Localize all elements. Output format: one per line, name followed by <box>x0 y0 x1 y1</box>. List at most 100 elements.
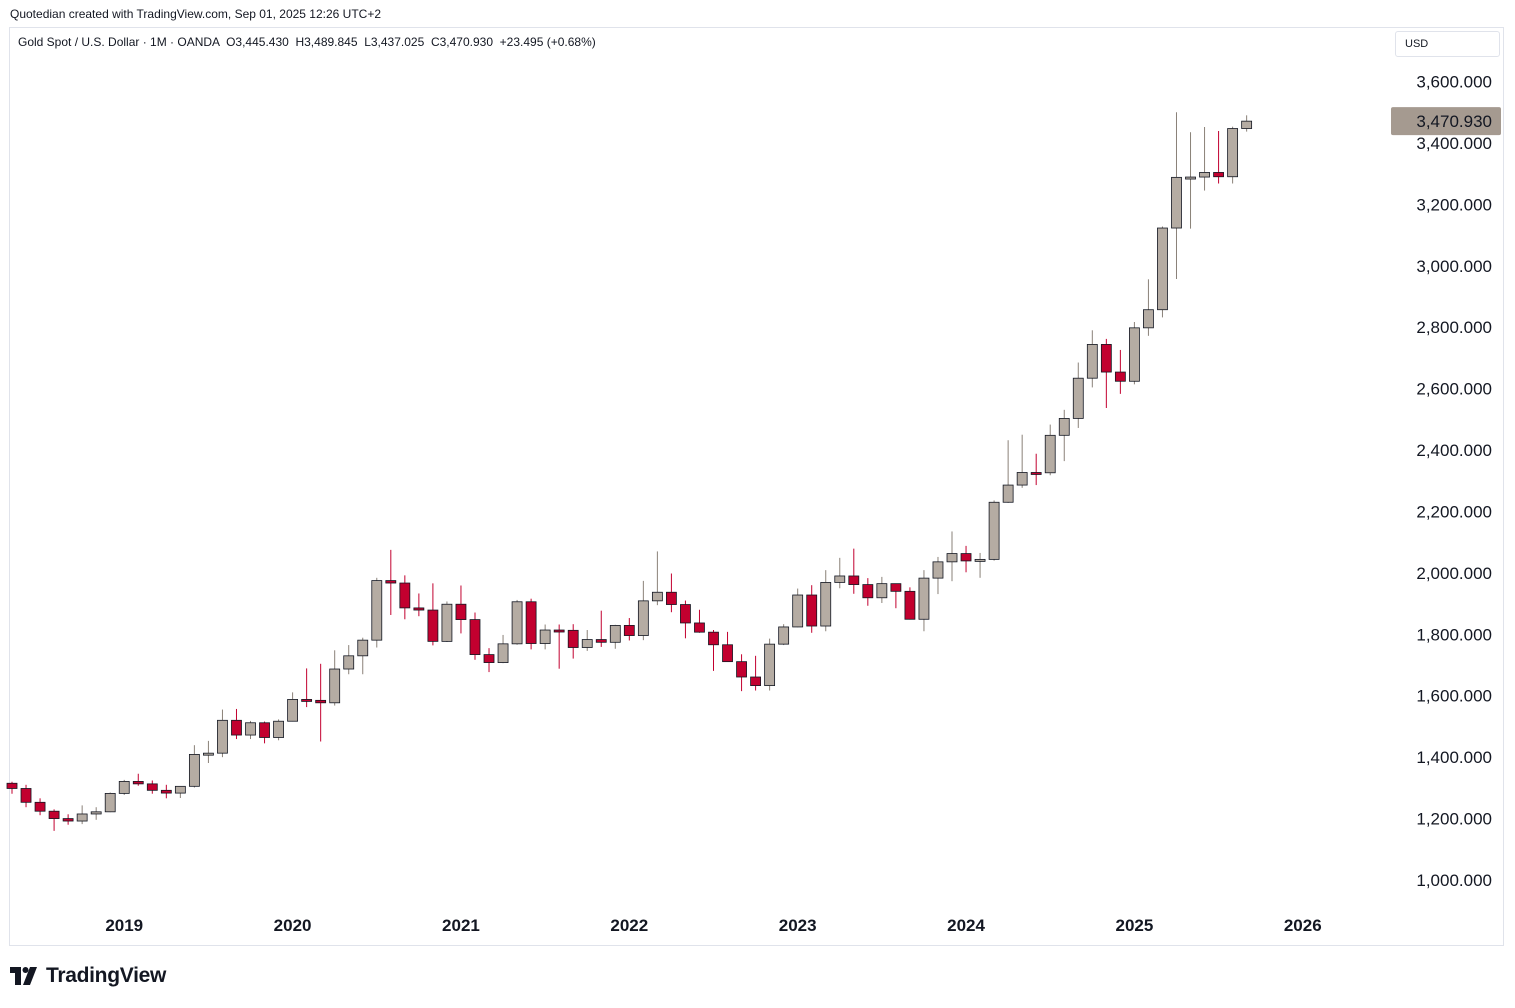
legend-open: O3,445.430 <box>226 35 289 49</box>
candle-body <box>259 722 270 738</box>
legend-change: +23.495 (+0.68%) <box>499 35 596 49</box>
candles-layer <box>6 112 1253 831</box>
candle-2021-08 <box>553 624 565 669</box>
candle-body <box>441 603 453 642</box>
candle-2021-10 <box>581 630 593 651</box>
candle-body <box>778 626 790 645</box>
candle-body <box>623 625 635 636</box>
candle-body <box>876 583 888 599</box>
candle-body <box>1086 344 1098 379</box>
candle-2023-11 <box>932 556 944 595</box>
candle-body <box>217 719 228 754</box>
candle-body <box>890 583 902 592</box>
x-axis: 2019 2020 2021 2022 2023 2024 2025 2026 <box>105 916 1321 935</box>
y-tick-label: 3,200.000 <box>1416 195 1492 214</box>
candle-2020-03 <box>315 663 327 742</box>
candle-2020-09 <box>399 575 411 620</box>
legend-high: H3,489.845 <box>295 35 358 49</box>
candle-2025-01 <box>1129 321 1140 385</box>
candle-2021-05 <box>511 599 523 645</box>
candle-2023-07 <box>876 576 888 603</box>
candle-2020-06 <box>357 637 369 675</box>
y-tick-label: 3,400.000 <box>1416 134 1492 153</box>
candle-2024-06 <box>1030 453 1042 486</box>
candle-2021-09 <box>567 624 579 659</box>
candle-2024-07 <box>1044 424 1056 476</box>
candle-body <box>90 811 102 815</box>
candle-2024-08 <box>1058 409 1070 462</box>
candle-body <box>1002 484 1014 503</box>
candle-body <box>104 792 116 813</box>
tradingview-brand[interactable]: TradingView <box>10 964 166 988</box>
candle-2018-10 <box>76 805 88 825</box>
y-tick-label: 1,800.000 <box>1416 625 1492 644</box>
x-tick-label: 2020 <box>274 916 312 935</box>
candle-2020-05 <box>343 645 355 675</box>
candle-body <box>553 629 565 633</box>
candle-body <box>48 810 60 819</box>
symbol-legend[interactable]: Gold Spot / U.S. Dollar · 1M · OANDA O3,… <box>18 35 596 49</box>
candle-2024-03 <box>988 500 1000 561</box>
candle-body <box>651 591 663 602</box>
candle-2025-09 <box>1241 115 1253 132</box>
candle-body <box>174 785 186 794</box>
candle-body <box>1129 327 1140 382</box>
candle-body <box>567 629 579 648</box>
candle-2024-09 <box>1072 362 1084 428</box>
candle-2018-12 <box>104 792 116 813</box>
candle-body <box>160 789 172 794</box>
candle-body <box>76 813 88 822</box>
candle-2018-11 <box>90 807 102 820</box>
candle-2019-09 <box>231 708 242 740</box>
candle-body <box>188 753 200 787</box>
chart-frame <box>9 27 1504 946</box>
candle-2023-06 <box>862 578 874 606</box>
candle-body <box>1227 128 1239 178</box>
candle-body <box>932 561 944 579</box>
y-tick-label: 1,000.000 <box>1416 871 1492 890</box>
x-tick-label: 2026 <box>1284 916 1322 935</box>
candle-body <box>918 577 930 620</box>
candle-body <box>497 643 509 663</box>
candle-body <box>413 607 425 611</box>
candle-body <box>1213 172 1224 178</box>
candle-body <box>960 553 972 562</box>
candle-2021-02 <box>469 612 481 660</box>
candle-body <box>1199 172 1210 178</box>
candle-body <box>904 590 916 620</box>
candle-body <box>385 580 397 584</box>
candle-2023-05 <box>848 548 860 594</box>
currency-selector[interactable]: USD <box>1395 31 1500 57</box>
candle-2025-04 <box>1171 112 1182 280</box>
candle-2018-09 <box>62 814 74 825</box>
x-tick-label: 2019 <box>105 916 143 935</box>
chart-credit: Quotedian created with TradingView.com, … <box>10 7 382 21</box>
candle-body <box>34 801 46 812</box>
candle-2021-12 <box>609 624 621 649</box>
candle-body <box>1072 377 1084 419</box>
candle-body <box>736 661 747 678</box>
candle-body <box>848 575 860 585</box>
candle-2020-11 <box>427 583 439 646</box>
candle-2021-04 <box>497 634 509 664</box>
candle-2019-12 <box>273 719 284 741</box>
candle-2024-01 <box>960 545 972 573</box>
last-price-label: 3,470.930 <box>1416 112 1492 131</box>
candle-2020-02 <box>301 668 313 708</box>
candle-body <box>132 781 144 785</box>
candle-body <box>231 719 242 736</box>
candle-2023-04 <box>834 557 846 589</box>
tradingview-logo-icon <box>10 967 37 985</box>
legend-symbol: Gold Spot / U.S. Dollar · 1M · OANDA <box>18 35 220 49</box>
candle-2018-07 <box>34 798 46 816</box>
candle-body <box>1114 371 1126 382</box>
y-tick-label: 2,000.000 <box>1416 564 1492 583</box>
candle-body <box>694 622 705 633</box>
candle-2019-03 <box>146 780 158 794</box>
candle-2024-10 <box>1086 330 1098 388</box>
candle-2022-09 <box>736 654 747 692</box>
candle-body <box>483 654 495 663</box>
y-tick-label: 1,600.000 <box>1416 687 1492 706</box>
candle-body <box>1171 176 1182 229</box>
